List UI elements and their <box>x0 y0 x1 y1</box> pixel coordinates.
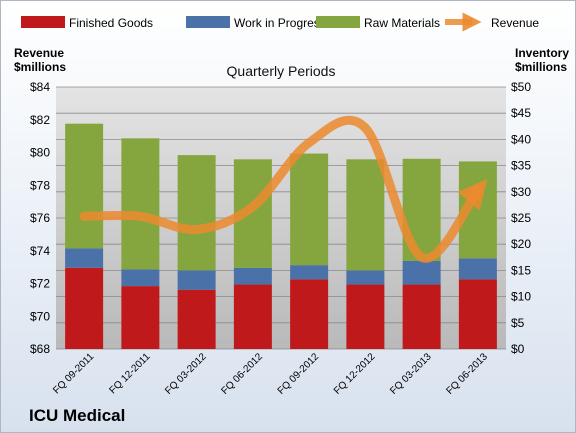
left-tick-label: $78 <box>30 178 50 192</box>
bar-work-in-progress <box>346 270 385 285</box>
bar-raw-materials <box>121 138 160 270</box>
right-tick-label: $20 <box>511 237 531 251</box>
left-tick-label: $76 <box>30 211 50 225</box>
left-axis-label-line2: $millions <box>14 60 66 74</box>
left-axis-label-line1: Revenue <box>14 46 64 60</box>
bars-group <box>65 123 497 349</box>
left-axis-label: Revenue $millions <box>14 46 67 74</box>
x-tick-label: FQ 12-2011 <box>108 351 153 396</box>
bar-finished-goods <box>458 279 497 349</box>
bar-work-in-progress <box>121 269 160 287</box>
legend-swatch-finished-goods <box>21 16 65 28</box>
right-axis-label: Inventory $millions <box>515 46 572 74</box>
bar-finished-goods <box>346 284 385 349</box>
bar-finished-goods <box>233 284 272 349</box>
bar-raw-materials <box>177 155 216 271</box>
right-tick-label: $5 <box>511 316 525 330</box>
bar-raw-materials <box>65 123 104 249</box>
chart-title: Quarterly Periods <box>227 63 336 79</box>
bar-work-in-progress <box>233 267 272 285</box>
left-tick-label: $80 <box>30 146 50 160</box>
left-tick-label: $72 <box>30 277 50 291</box>
bar-work-in-progress <box>177 270 216 290</box>
x-tick-label: FQ 06-2013 <box>444 351 490 397</box>
bar-finished-goods <box>121 286 160 349</box>
legend-swatch-raw-materials <box>316 16 360 28</box>
right-tick-label: $0 <box>511 342 525 356</box>
revenue-line-group <box>79 115 488 263</box>
x-tick-label: FQ 09-2012 <box>276 351 322 397</box>
left-tick-label: $70 <box>30 309 50 323</box>
x-tick-label: FQ 06-2012 <box>219 351 265 397</box>
x-tick-label: FQ 03-2012 <box>163 351 209 397</box>
right-tick-label: $50 <box>511 80 531 94</box>
left-tick-label: $82 <box>30 113 50 127</box>
legend-label: Raw Materials <box>364 16 440 30</box>
left-tick-label: $74 <box>30 244 50 258</box>
right-tick-label: $10 <box>511 290 531 304</box>
company-name: ICU Medical <box>29 406 126 425</box>
bar-raw-materials <box>346 159 385 271</box>
revenue-line <box>79 115 488 263</box>
right-tick-label: $30 <box>511 185 531 199</box>
bar-work-in-progress <box>290 265 329 280</box>
bar-work-in-progress <box>458 258 497 280</box>
right-tick-label: $15 <box>511 263 531 277</box>
x-axis-ticks: FQ 09-2011 FQ 12-2011 FQ 03-2012 FQ 06-2012… <box>51 351 490 397</box>
left-tick-label: $84 <box>30 80 50 94</box>
right-tick-label: $45 <box>511 106 531 120</box>
bar-finished-goods <box>402 284 441 349</box>
bar-raw-materials <box>290 153 329 266</box>
right-axis-label-line2: $millions <box>515 60 567 74</box>
right-tick-label: $35 <box>511 159 531 173</box>
legend-label: Revenue <box>491 16 539 30</box>
legend-label: Work in Progress <box>234 16 326 30</box>
bar-finished-goods <box>177 289 216 349</box>
left-axis-ticks: $68 $70 $72 $74 $76 $78 $80 $82 $84 <box>30 80 50 356</box>
x-tick-label: FQ 03-2013 <box>388 351 434 397</box>
bar-finished-goods <box>290 279 329 349</box>
legend-swatch-work-in-progress <box>186 16 230 28</box>
legend: Finished Goods Work in Progress Raw Materi… <box>21 12 539 32</box>
right-axis-label-line1: Inventory <box>515 46 569 60</box>
right-tick-label: $25 <box>511 211 531 225</box>
x-tick-label: FQ 09-2011 <box>51 351 96 396</box>
bar-work-in-progress <box>65 248 104 268</box>
right-axis-ticks: $0 $5 $10 $15 $20 $25 $30 $35 $40 $45 $50 <box>511 80 531 356</box>
left-tick-label: $68 <box>30 342 50 356</box>
x-tick-label: FQ 12-2012 <box>332 351 378 397</box>
bar-work-in-progress <box>402 260 441 285</box>
bar-finished-goods <box>65 267 104 349</box>
legend-label: Finished Goods <box>69 16 153 30</box>
right-tick-label: $40 <box>511 132 531 146</box>
